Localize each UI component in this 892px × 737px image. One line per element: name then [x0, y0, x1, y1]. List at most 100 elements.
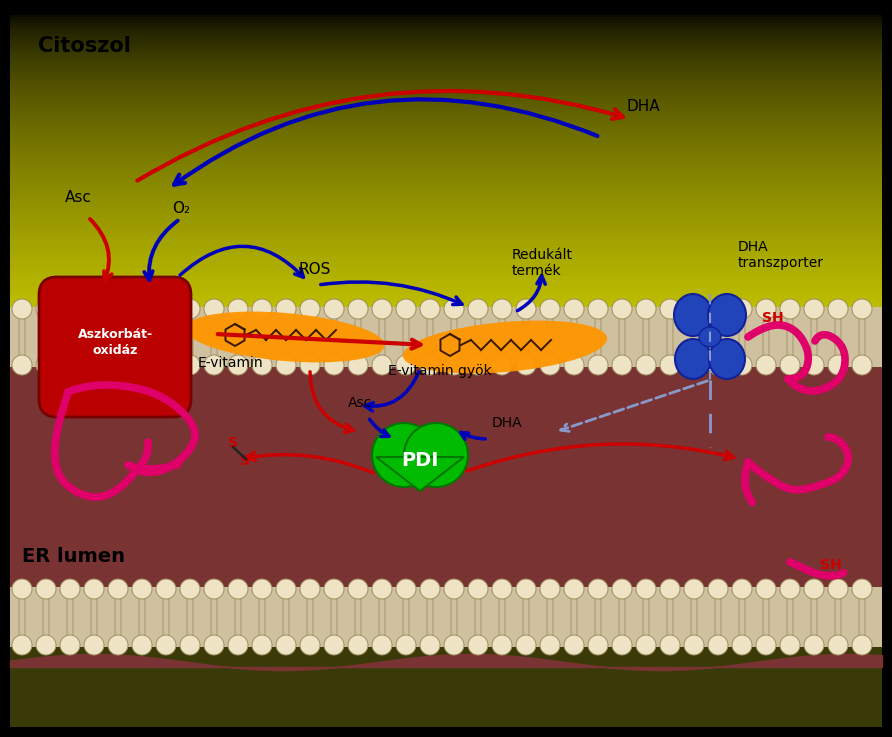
Circle shape	[396, 635, 416, 655]
Bar	[10, 304, 882, 307]
Bar	[10, 309, 882, 312]
Circle shape	[180, 299, 200, 319]
Circle shape	[804, 579, 824, 599]
Bar	[10, 163, 882, 167]
Text: DHA: DHA	[492, 416, 523, 430]
Circle shape	[756, 355, 776, 375]
Bar	[10, 239, 882, 242]
Circle shape	[804, 635, 824, 655]
Bar	[10, 16, 882, 20]
Circle shape	[732, 355, 752, 375]
Circle shape	[252, 635, 272, 655]
Bar	[10, 114, 882, 118]
Text: Asc: Asc	[65, 190, 92, 205]
Ellipse shape	[675, 339, 711, 379]
Circle shape	[36, 635, 56, 655]
Bar	[10, 71, 882, 74]
Circle shape	[636, 579, 656, 599]
Circle shape	[372, 635, 392, 655]
Bar	[10, 212, 882, 215]
Circle shape	[156, 579, 176, 599]
Bar	[10, 27, 882, 31]
Circle shape	[84, 299, 104, 319]
Bar	[10, 279, 882, 283]
Circle shape	[492, 355, 512, 375]
Text: E-vitamin gyök: E-vitamin gyök	[388, 364, 491, 378]
Circle shape	[564, 579, 584, 599]
Bar	[10, 95, 882, 99]
Circle shape	[372, 355, 392, 375]
Bar	[10, 165, 882, 169]
Ellipse shape	[708, 294, 746, 336]
Bar	[10, 149, 882, 153]
Circle shape	[540, 635, 560, 655]
Text: ROS: ROS	[298, 262, 330, 277]
Circle shape	[396, 579, 416, 599]
Circle shape	[420, 355, 440, 375]
Bar	[10, 220, 882, 223]
Circle shape	[564, 635, 584, 655]
Circle shape	[300, 635, 320, 655]
Circle shape	[756, 299, 776, 319]
Bar	[10, 136, 882, 139]
Circle shape	[732, 635, 752, 655]
Bar	[10, 106, 882, 110]
Circle shape	[612, 579, 632, 599]
Circle shape	[180, 635, 200, 655]
Bar	[10, 157, 882, 161]
Bar	[10, 287, 882, 291]
Bar	[10, 144, 882, 147]
Text: S: S	[240, 454, 250, 468]
Circle shape	[516, 299, 536, 319]
FancyBboxPatch shape	[39, 277, 191, 417]
Circle shape	[540, 299, 560, 319]
Circle shape	[204, 299, 224, 319]
Circle shape	[228, 635, 248, 655]
Bar	[10, 108, 882, 112]
Bar	[10, 133, 882, 136]
Bar	[10, 171, 882, 175]
Circle shape	[348, 299, 368, 319]
Text: ER lumen: ER lumen	[22, 547, 125, 566]
Bar	[10, 122, 882, 126]
Circle shape	[780, 635, 800, 655]
Circle shape	[468, 355, 488, 375]
Bar	[10, 155, 882, 158]
Circle shape	[12, 635, 32, 655]
Bar	[10, 195, 882, 199]
Circle shape	[36, 299, 56, 319]
Circle shape	[156, 299, 176, 319]
Circle shape	[828, 299, 848, 319]
Text: PDI: PDI	[401, 450, 439, 469]
Circle shape	[60, 635, 80, 655]
Circle shape	[780, 579, 800, 599]
Bar	[10, 184, 882, 188]
Circle shape	[12, 579, 32, 599]
Bar	[10, 323, 882, 326]
Circle shape	[636, 355, 656, 375]
Bar	[10, 225, 882, 228]
Circle shape	[516, 579, 536, 599]
Circle shape	[660, 579, 680, 599]
Bar	[10, 130, 882, 134]
Bar	[10, 228, 882, 231]
Circle shape	[300, 299, 320, 319]
Bar	[10, 268, 882, 272]
Circle shape	[612, 635, 632, 655]
Bar	[10, 333, 882, 337]
Circle shape	[444, 355, 464, 375]
Circle shape	[84, 635, 104, 655]
Circle shape	[684, 579, 704, 599]
Circle shape	[252, 355, 272, 375]
Bar	[10, 32, 882, 36]
Bar	[10, 592, 882, 727]
Bar	[10, 176, 882, 180]
Circle shape	[324, 355, 344, 375]
Bar	[10, 260, 882, 264]
Circle shape	[132, 635, 152, 655]
Circle shape	[348, 355, 368, 375]
Bar	[10, 203, 882, 207]
Bar	[10, 189, 882, 193]
Bar	[10, 247, 882, 251]
Circle shape	[804, 355, 824, 375]
